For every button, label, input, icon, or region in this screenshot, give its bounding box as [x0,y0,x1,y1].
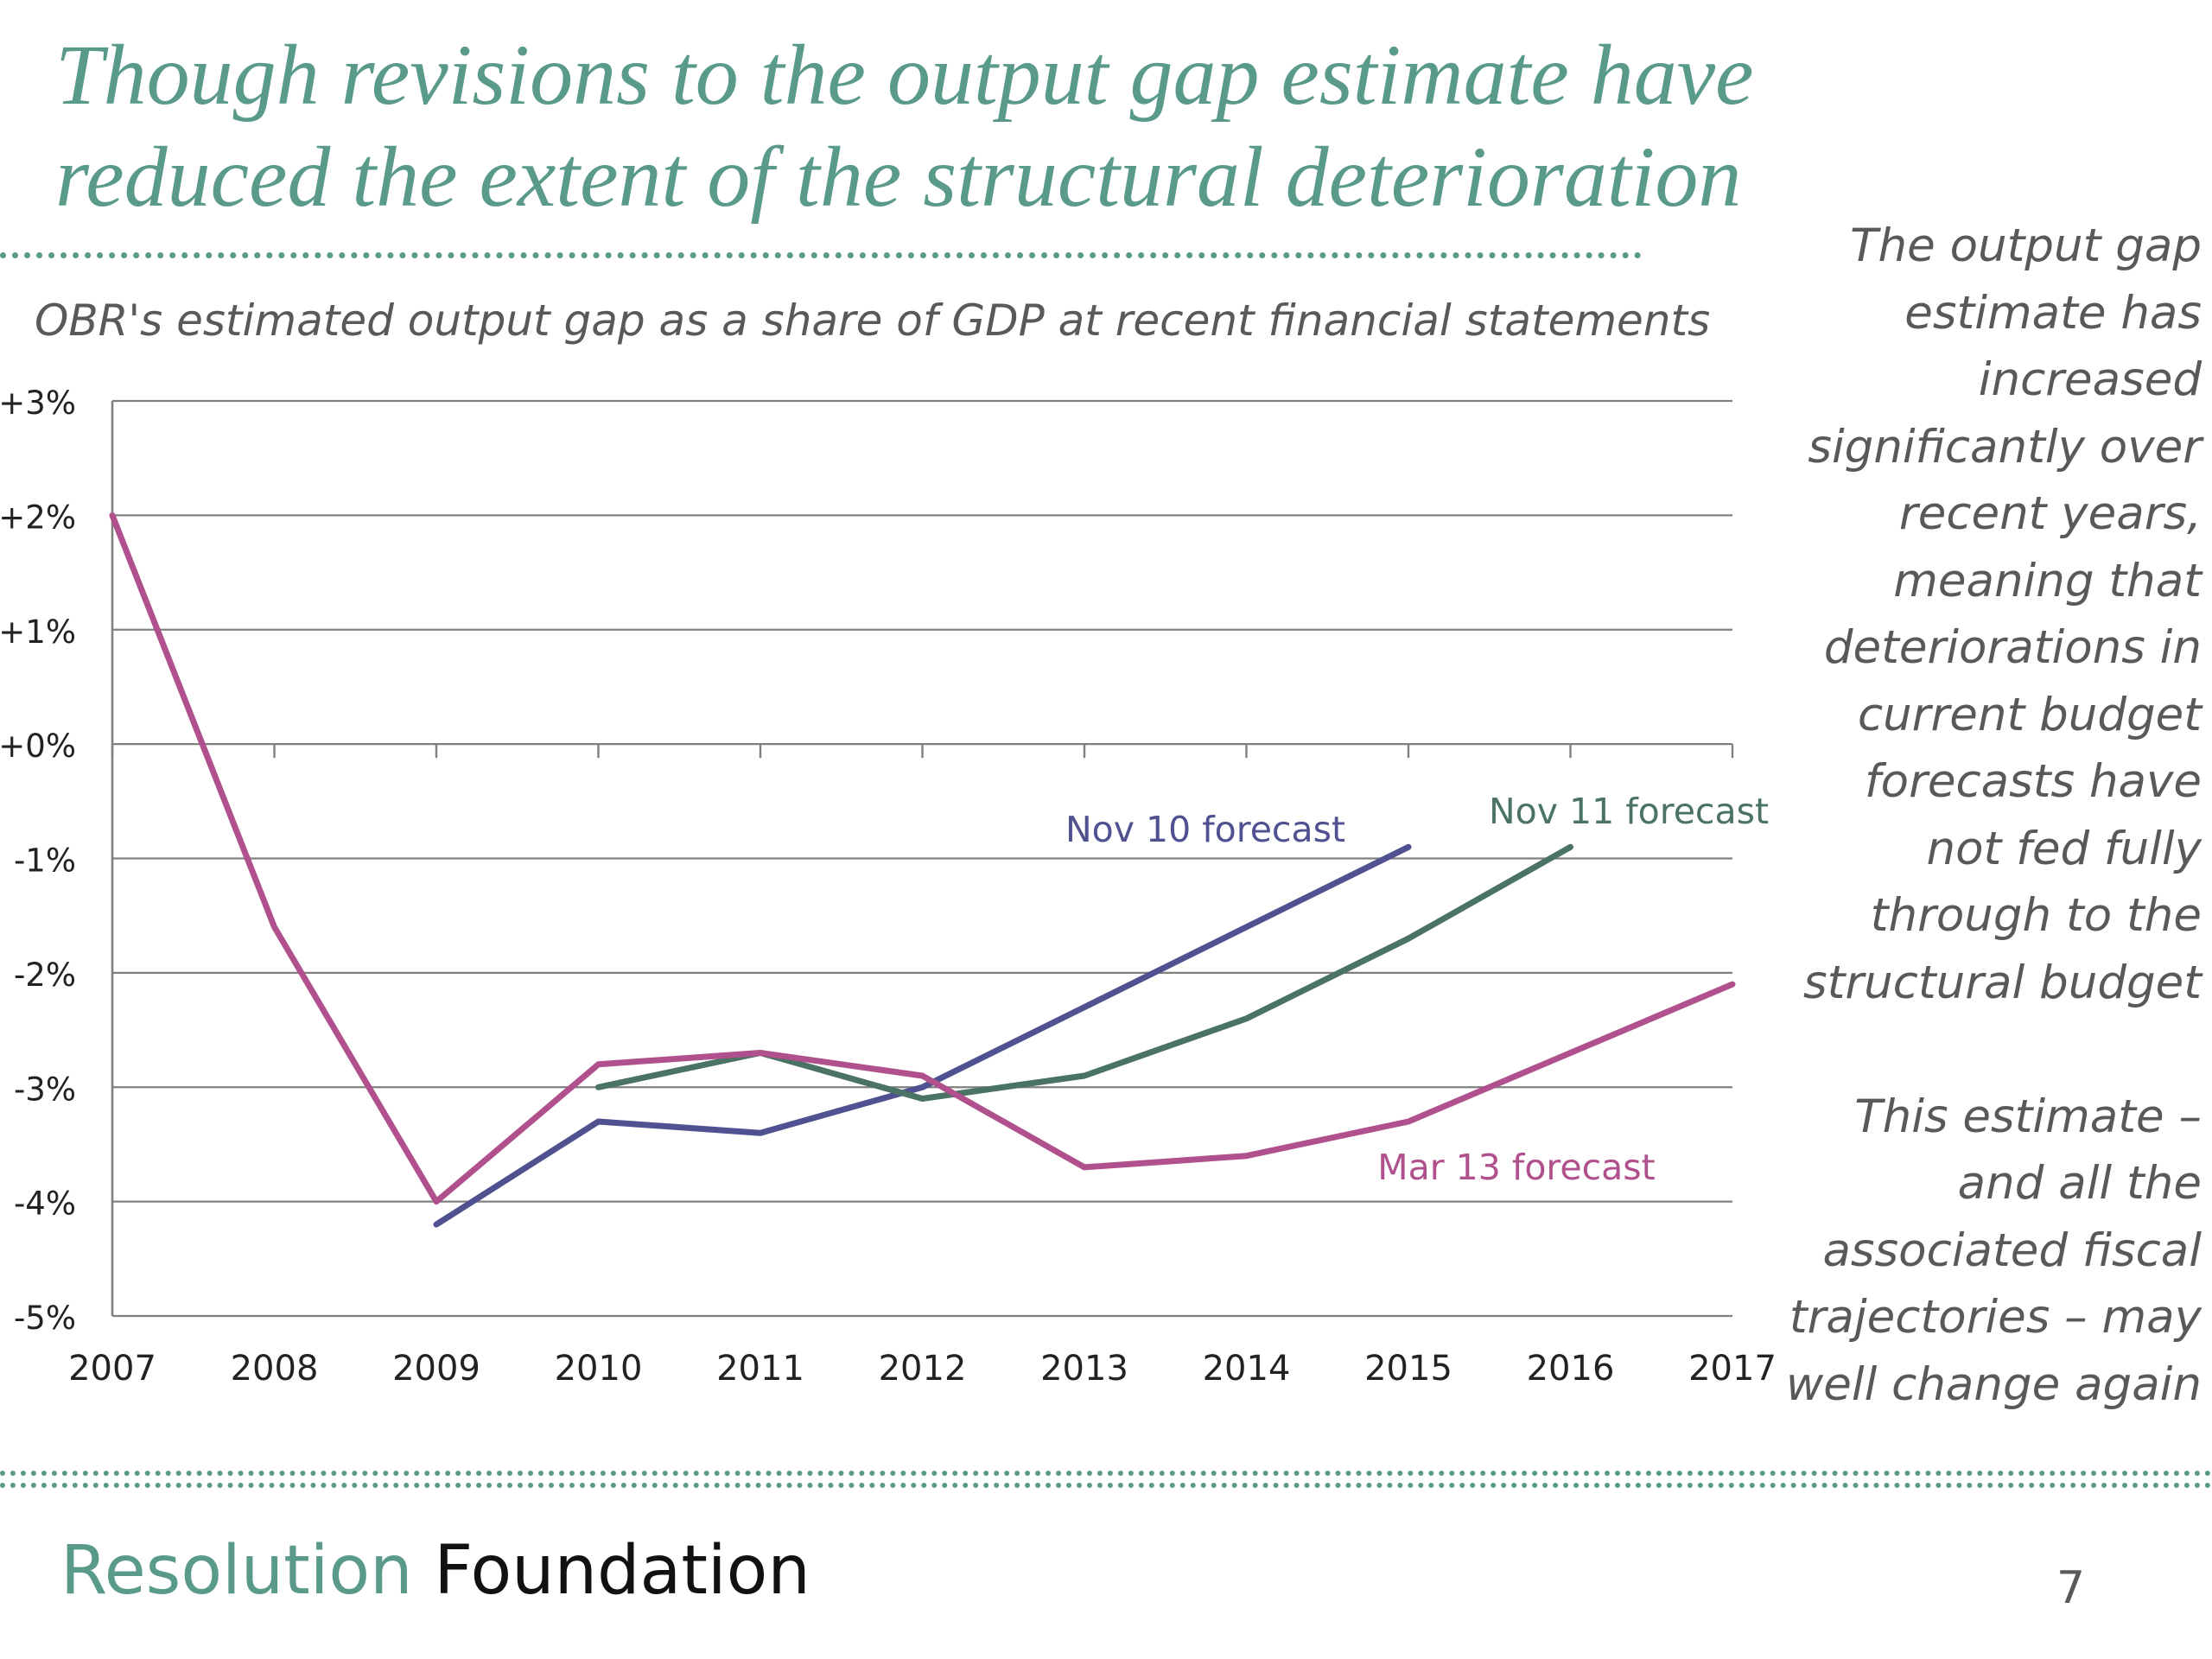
y-tick-label: -5% [14,1300,76,1337]
x-tick-label: 2015 [1364,1349,1452,1389]
x-tick-label: 2009 [392,1349,480,1389]
x-tick-label: 2013 [1040,1349,1128,1389]
series-line-1 [433,843,1412,1228]
y-tick-label: +0% [0,728,76,765]
x-tick-label: 2017 [1688,1349,1777,1389]
side-note-paragraph-2: This estimate – and all the associated f… [1785,1090,2202,1411]
chart-title: OBR's estimated output gap as a share of… [35,296,1711,346]
series-label-2: Nov 11 forecast [1489,791,1769,832]
series-label-3: Mar 13 forecast [1377,1147,1655,1188]
y-tick-label: +3% [0,385,76,422]
y-tick-label: -2% [14,957,76,994]
footer-divider-upper [0,1471,2212,1476]
side-note-paragraph-1: The output gap estimate has increased si… [1802,219,2202,1009]
y-tick-label: +2% [0,499,76,536]
x-tick-label: 2011 [716,1349,804,1389]
side-commentary: The output gap estimate has increased si… [1780,213,2202,1418]
title-divider [0,252,1642,258]
y-tick-label: -4% [14,1185,76,1223]
y-tick-label: -1% [14,842,76,880]
brand-word-resolution: Resolution [60,1532,413,1610]
brand-word-foundation: Foundation [434,1532,810,1610]
slide-title: Though revisions to the output gap estim… [55,27,1754,225]
x-tick-label: 2008 [231,1349,319,1389]
page-number: 7 [2056,1562,2086,1614]
x-tick-label: 2007 [68,1349,156,1389]
x-tick-label: 2016 [1527,1349,1615,1389]
y-tick-label: +1% [0,613,76,651]
brand-logo: Resolution Foundation [60,1528,810,1614]
x-tick-label: 2012 [879,1349,967,1389]
footer-divider-lower [0,1483,2212,1488]
series-line-3 [109,512,1736,1205]
x-tick-label: 2014 [1203,1349,1291,1389]
x-tick-label: 2010 [555,1349,643,1389]
y-tick-label: -3% [14,1071,76,1108]
series-label-1: Nov 10 forecast [1065,809,1345,850]
